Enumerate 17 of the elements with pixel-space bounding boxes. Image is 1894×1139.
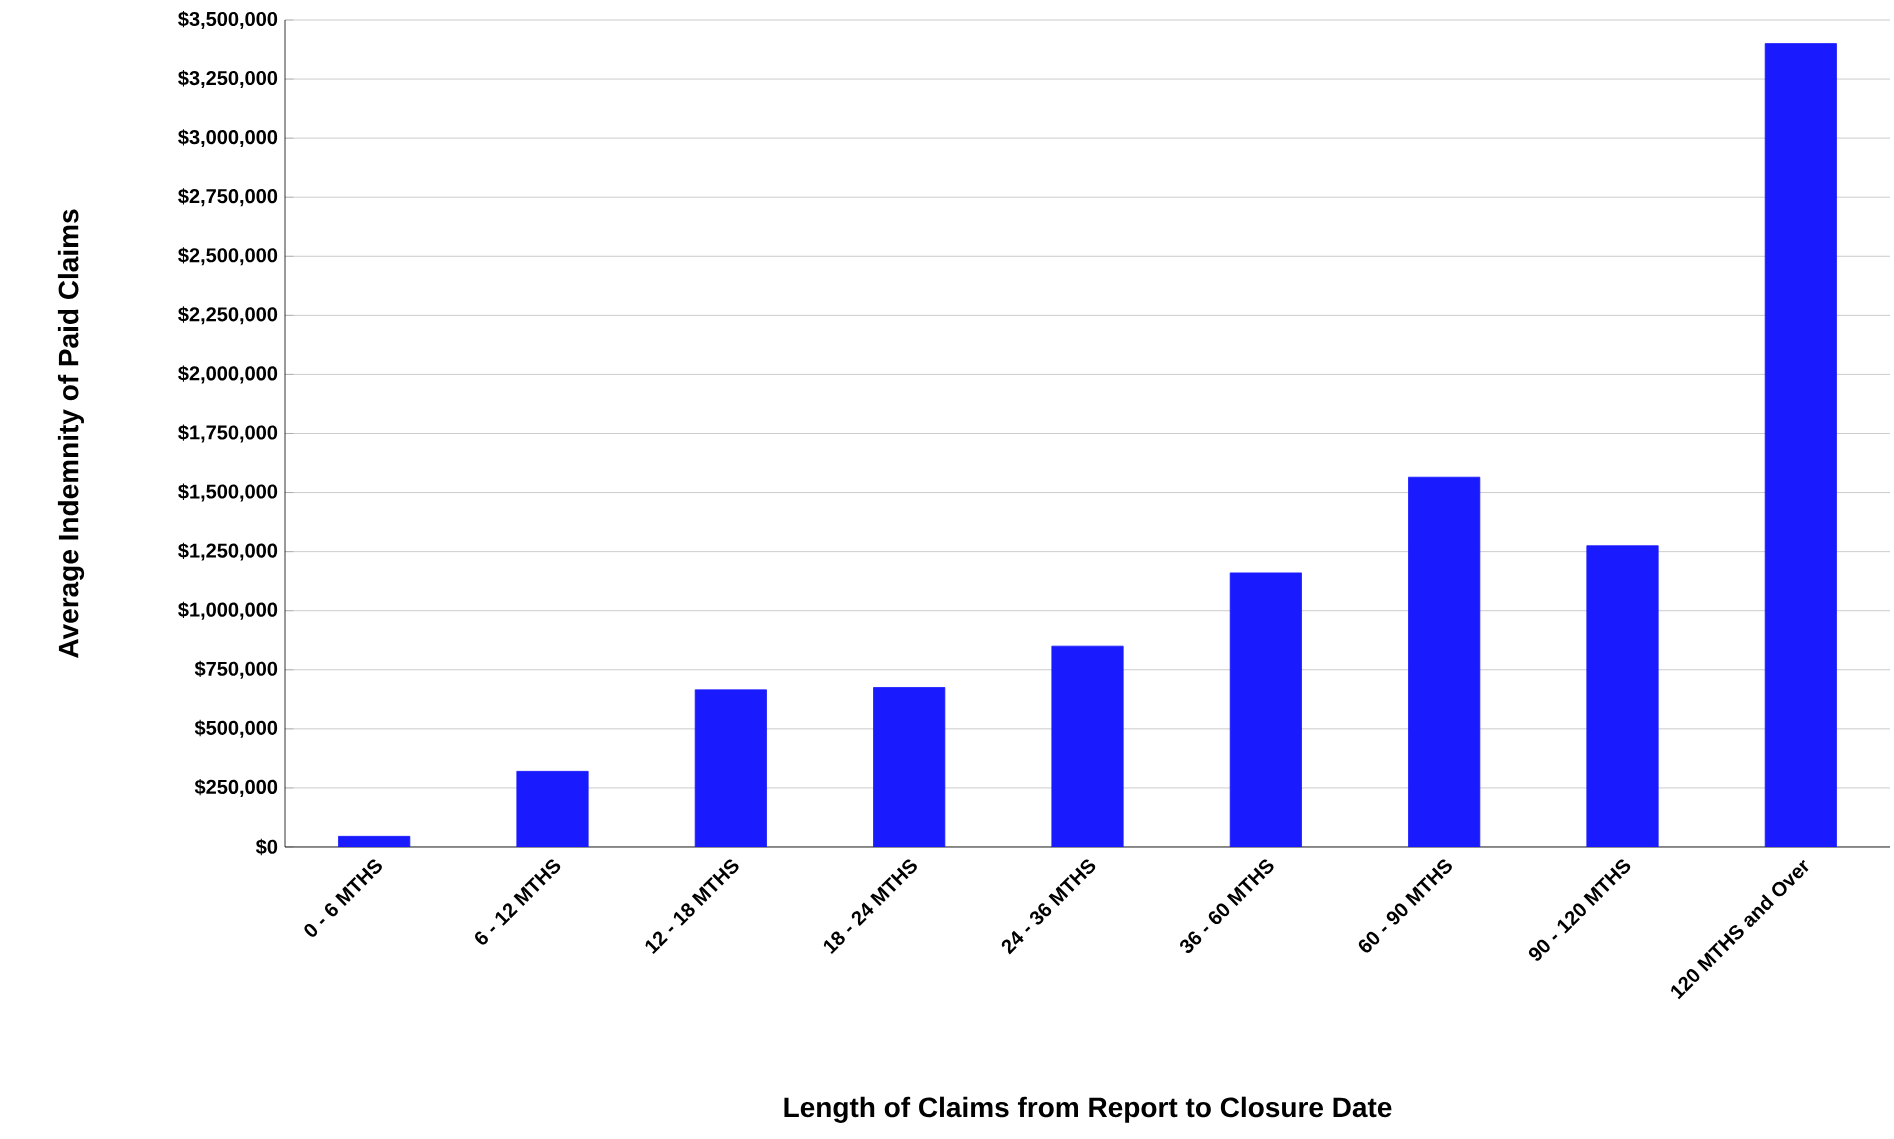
y-tick-label: $1,500,000	[178, 483, 278, 502]
y-tick-label: $1,000,000	[178, 601, 278, 620]
x-axis-title: Length of Claims from Report to Closure Date	[784, 1096, 1392, 1123]
y-tick-label: $2,750,000	[178, 188, 278, 207]
y-axis-title: Average Indemnity of Paid Claims	[57, 209, 85, 658]
y-tick-label: $2,000,000	[178, 365, 278, 384]
y-tick-label: $3,250,000	[178, 70, 278, 89]
y-tick-label: $2,500,000	[178, 247, 278, 266]
y-tick-label: $2,250,000	[178, 306, 278, 325]
y-tick-label: $1,750,000	[178, 424, 278, 443]
y-tick-label: $1,250,000	[178, 542, 278, 561]
y-tick-label: $500,000	[194, 719, 278, 738]
y-tick-label: $0	[255, 838, 278, 856]
y-tick-label: $750,000	[194, 660, 278, 679]
y-tick-label: $250,000	[194, 778, 278, 797]
y-tick-label: $3,000,000	[178, 129, 278, 148]
y-tick-label: $3,500,000	[178, 10, 278, 29]
